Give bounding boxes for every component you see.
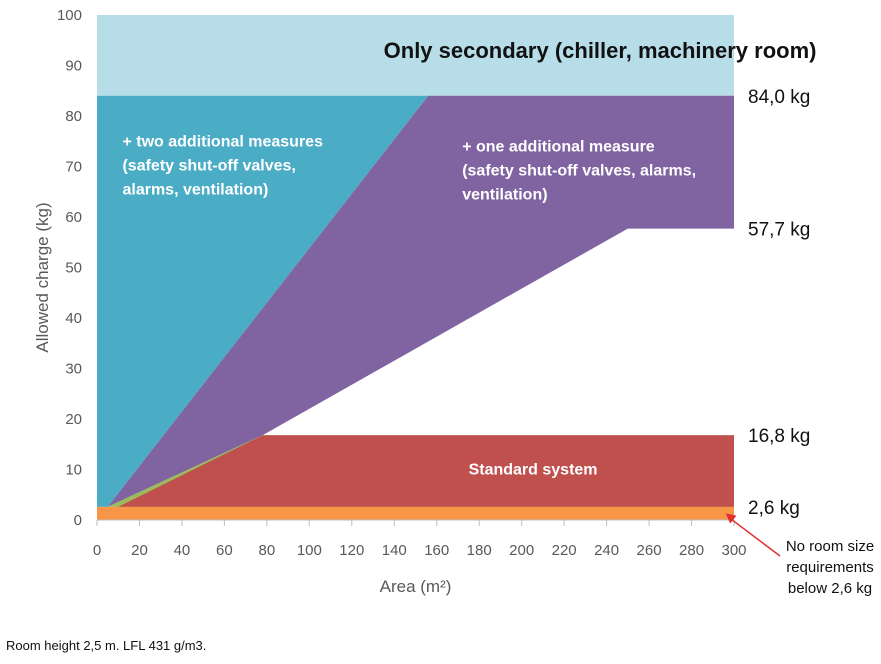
annotation-arrow-head bbox=[725, 513, 737, 524]
x-tick-label: 0 bbox=[93, 542, 101, 559]
y-tick-label: 80 bbox=[65, 108, 82, 125]
footnote: Room height 2,5 m. LFL 431 g/m3. bbox=[6, 638, 207, 653]
region-secondary bbox=[97, 15, 734, 96]
y-tick-label: 50 bbox=[65, 260, 82, 277]
x-tick-label: 240 bbox=[594, 542, 619, 559]
y-tick-label: 70 bbox=[65, 159, 82, 176]
x-tick-label: 220 bbox=[552, 542, 577, 559]
chart-labels: Only secondary (chiller, machinery room)… bbox=[122, 38, 874, 597]
x-tick-label: 200 bbox=[509, 542, 534, 559]
y-tick-label: 10 bbox=[65, 462, 82, 479]
x-tick-label: 140 bbox=[382, 542, 407, 559]
x-tick-label: 80 bbox=[259, 542, 276, 559]
region-no-requirements bbox=[97, 506, 734, 520]
limit-label: 57,7 kg bbox=[748, 220, 810, 241]
y-tick-label: 30 bbox=[65, 361, 82, 378]
y-tick-label: 60 bbox=[65, 209, 82, 226]
x-axis-title: Area (m²) bbox=[380, 577, 452, 596]
chart-axes: 0 20 40 60 80 100 120 140 160 180 200 220 240 260 280 3… bbox=[33, 7, 747, 596]
x-tick-label: 100 bbox=[297, 542, 322, 559]
region-label-one-measure: + one additional measure (safety shut-off… bbox=[462, 138, 696, 203]
y-axis-title: Allowed charge (kg) bbox=[33, 202, 52, 352]
annotation-arrow-line bbox=[731, 518, 781, 557]
chart-regions bbox=[97, 15, 735, 520]
x-tick-label: 60 bbox=[216, 542, 233, 559]
region-label-two-measures: + two additional measures (safety shut-of… bbox=[122, 133, 323, 198]
x-tick-label: 120 bbox=[339, 542, 364, 559]
x-tick-label: 160 bbox=[424, 542, 449, 559]
annotation-text: No room size requirements below 2,6 kg bbox=[786, 538, 874, 597]
limit-label: 16,8 kg bbox=[748, 426, 810, 447]
x-tick-label: 40 bbox=[174, 542, 191, 559]
x-tick-label: 20 bbox=[131, 542, 148, 559]
region-label-standard: Standard system bbox=[469, 462, 598, 479]
y-tick-label: 40 bbox=[65, 310, 82, 327]
x-tick-label: 260 bbox=[637, 542, 662, 559]
limit-label: 2,6 kg bbox=[748, 498, 800, 519]
region-one-measure bbox=[107, 95, 735, 507]
x-tick-label: 300 bbox=[721, 542, 746, 559]
y-tick-label: 20 bbox=[65, 411, 82, 428]
region-two-measures bbox=[97, 95, 429, 507]
region-label-construction: + added construction requirements (locati… bbox=[432, 350, 700, 391]
y-tick-label: 100 bbox=[57, 7, 82, 24]
limit-label: 84,0 kg bbox=[748, 87, 810, 108]
region-standard bbox=[118, 435, 734, 507]
y-tick-label: 0 bbox=[74, 512, 82, 529]
x-tick-label: 280 bbox=[679, 542, 704, 559]
y-tick-label: 90 bbox=[65, 58, 82, 75]
region-label-secondary: Only secondary (chiller, machinery room) bbox=[384, 38, 817, 63]
x-tick-label: 180 bbox=[467, 542, 492, 559]
